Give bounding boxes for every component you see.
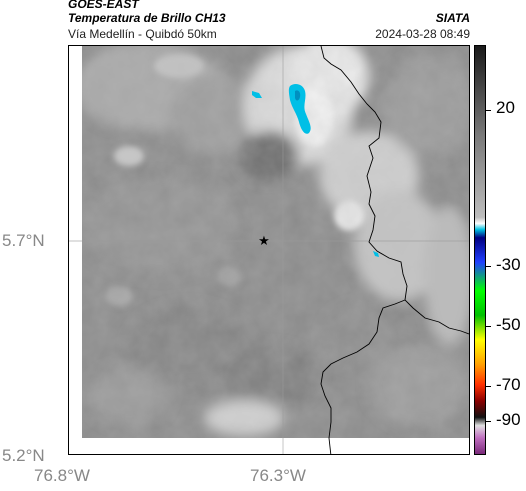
map-frame[interactable]: ★	[68, 45, 470, 455]
lat-tick-label: 5.7°N	[2, 231, 45, 250]
agency-label: SIATA	[435, 11, 470, 25]
colorbar-label: 20	[496, 98, 515, 117]
cold-cloud-cells	[252, 83, 379, 257]
product-title: Temperatura de Brillo CH13	[68, 11, 226, 25]
brightness-temperature-map: ★	[69, 46, 469, 454]
location-marker: ★	[258, 234, 270, 249]
region-subtitle: Vía Medellín - Quibdó 50km	[68, 27, 217, 41]
colorbar-label: -70	[496, 375, 521, 394]
coastline	[320, 46, 469, 335]
colorbar-label: -30	[496, 255, 521, 274]
satellite-title: GOES-EAST	[68, 0, 139, 11]
lon-tick-label: 76.8°W	[34, 466, 90, 485]
gridlines	[69, 46, 469, 454]
colorbar-tick	[486, 326, 491, 327]
colorbar-tick	[486, 386, 491, 387]
colorbar-tick	[486, 266, 491, 267]
lon-tick-label: 76.3°W	[250, 466, 306, 485]
lat-tick-label: 5.2°N	[2, 446, 45, 465]
timestamp-label: 2024-03-28 08:49	[375, 27, 470, 41]
colorbar-tick	[486, 421, 491, 422]
river-boundary	[320, 299, 406, 454]
colorbar-tick	[486, 110, 491, 111]
colorbar-label: -90	[496, 410, 521, 429]
colorbar-label: -50	[496, 315, 521, 334]
satellite-imagery	[82, 46, 469, 438]
colorbar	[474, 45, 486, 455]
